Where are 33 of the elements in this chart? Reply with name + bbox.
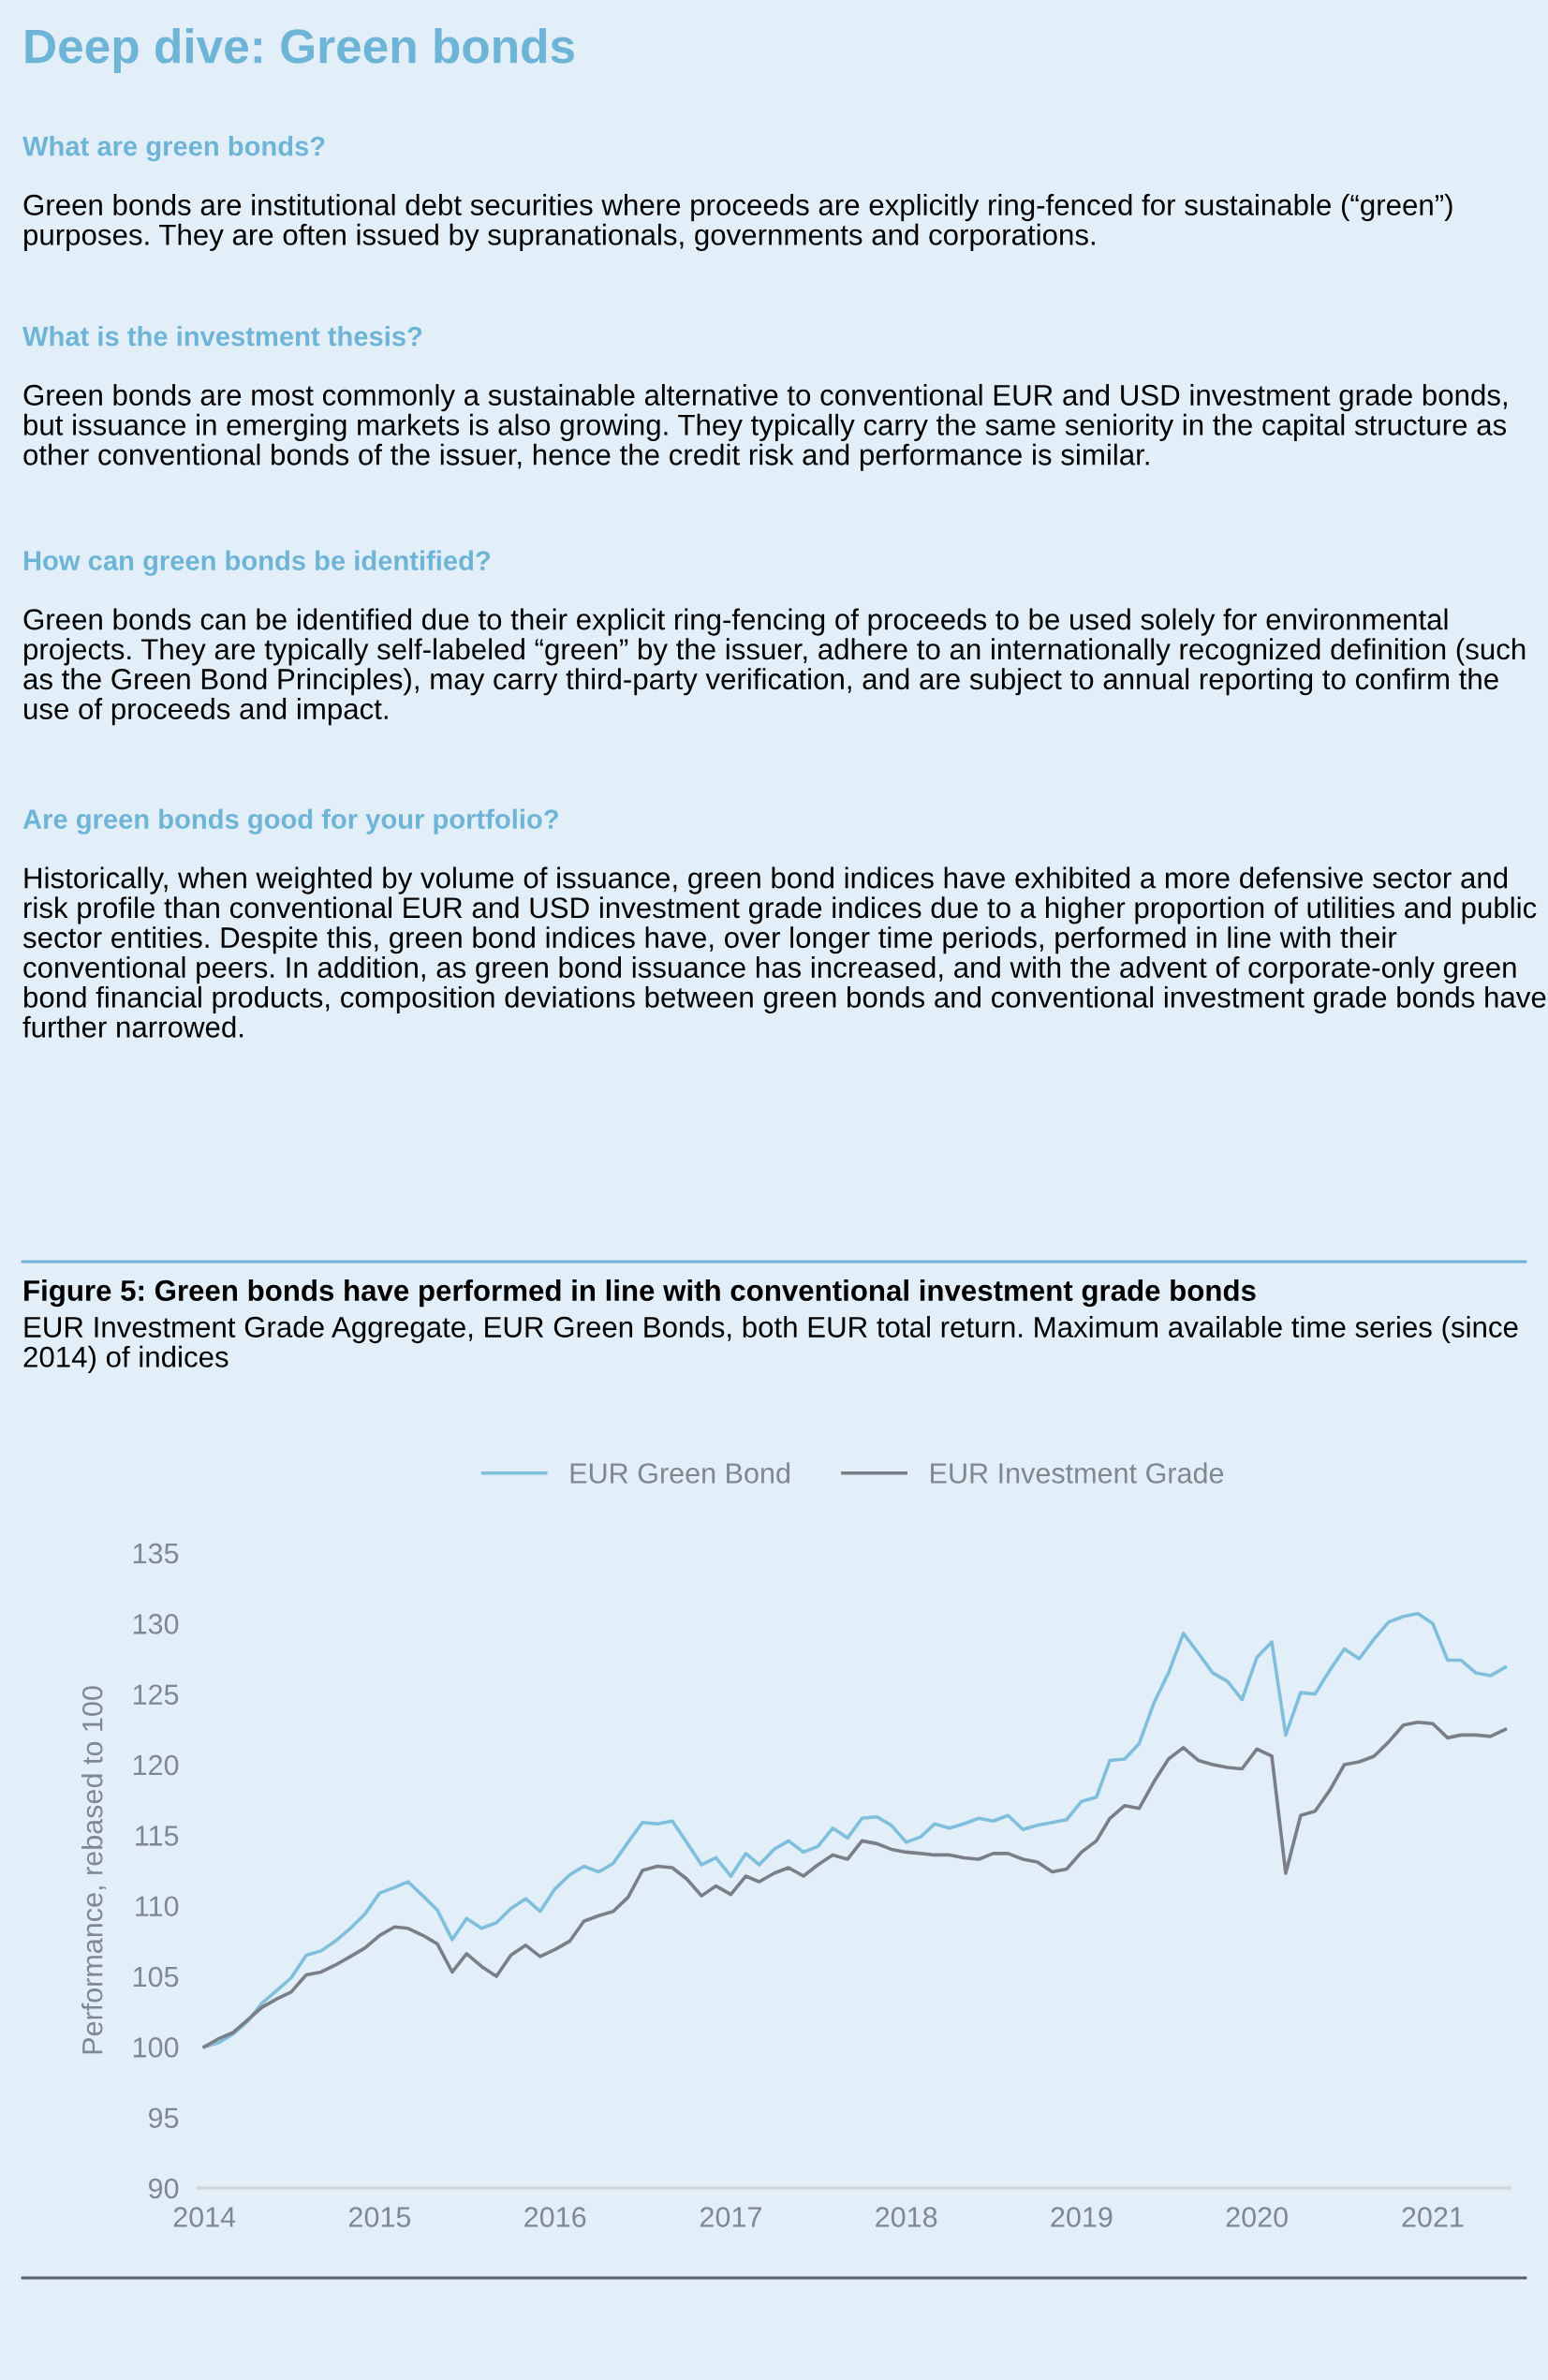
text: Deep dive: Green bonds <box>25 28 574 73</box>
x-tick-label: 2017 <box>700 2207 761 2227</box>
x-tick-label: 2018 <box>876 2207 937 2227</box>
text: Green bonds are most commonly a sustainable alternative to conventional EUR and USD investment grade bonds, but issuance in emerging markets is also growing. They typically carry the same seniority in the capital structure as other conventional bonds of the issuer, hence the credit risk and performance is similar. <box>23 384 1507 471</box>
chart-subtitle: EUR Investment Grade Aggregate, EUR Green Bonds, both EUR total return. Maximum available time series (since 2014) of indices <box>23 1316 1518 1373</box>
chart-title: Figure 5: Green bonds have performed in line with conventional investment grade bonds <box>24 1279 1256 1308</box>
text: Green bonds can be identified due to their explicit ring-fencing of proceeds to be used solely for environmental projects. They are typically self-labeled “green” by the issuer, adhere to an internationally recognized definition (such as the Green Bond Principles), may carry third-party verification, and are subject to annual reporting to confirm the use of proceeds and impact. <box>23 608 1526 726</box>
y-tick-label: 135 <box>133 1543 179 1564</box>
text: What are green bonds? <box>22 136 325 162</box>
x-tick-label: 2019 <box>1051 2207 1113 2227</box>
y-tick-label: 95 <box>149 2107 179 2129</box>
y-axis-title: Performance, rebased to 100 <box>81 1686 107 2054</box>
x-tick-label: 2015 <box>348 2207 411 2227</box>
line-series <box>202 1720 1508 2049</box>
x-tick-label: 2014 <box>173 2207 236 2227</box>
x-tick-label: 2021 <box>1402 2207 1464 2227</box>
text: How can green bonds be identified? <box>23 550 491 576</box>
text: Historically, when weighted by volume of issuance, green bond indices have exhibited a more defensive sector and risk profile than conventional EUR and USD investment grade indices due to a higher proportion of utilities and public sector entities. Despite this, green bond indices have, over longer time periods, performed in line with their conventional peers. In addition, as green bond issuance has increased, and with the advent of corporate-only green bond financial products, composition deviations between green bonds and conventional investment grade bonds have further narrowed. <box>22 866 1546 1038</box>
y-tick-label: 125 <box>133 1684 179 1706</box>
legend-label: EUR Green Bond <box>570 1462 789 1484</box>
y-tick-label: 115 <box>136 1826 179 1846</box>
x-tick-label: 2020 <box>1226 2207 1288 2227</box>
y-tick-label: 110 <box>136 1896 179 1917</box>
text: Green bonds are institutional debt securities where proceeds are explicitly ring-fenced for sustainable (“green”) purposes. They are often issued by supranationals, governments and corporations. <box>23 194 1452 251</box>
y-tick-label: 120 <box>133 1754 179 1776</box>
x-tick-label: 2016 <box>524 2207 586 2227</box>
y-tick-label: 130 <box>133 1614 179 1634</box>
legend-label: EUR Investment Grade <box>931 1462 1224 1484</box>
text: What is the investment thesis? <box>22 326 422 347</box>
text: Are green bonds good for your portfolio? <box>22 808 558 835</box>
y-tick-label: 90 <box>149 2178 179 2199</box>
y-tick-label: 100 <box>133 2037 179 2058</box>
y-tick-label: 105 <box>133 1966 179 1988</box>
